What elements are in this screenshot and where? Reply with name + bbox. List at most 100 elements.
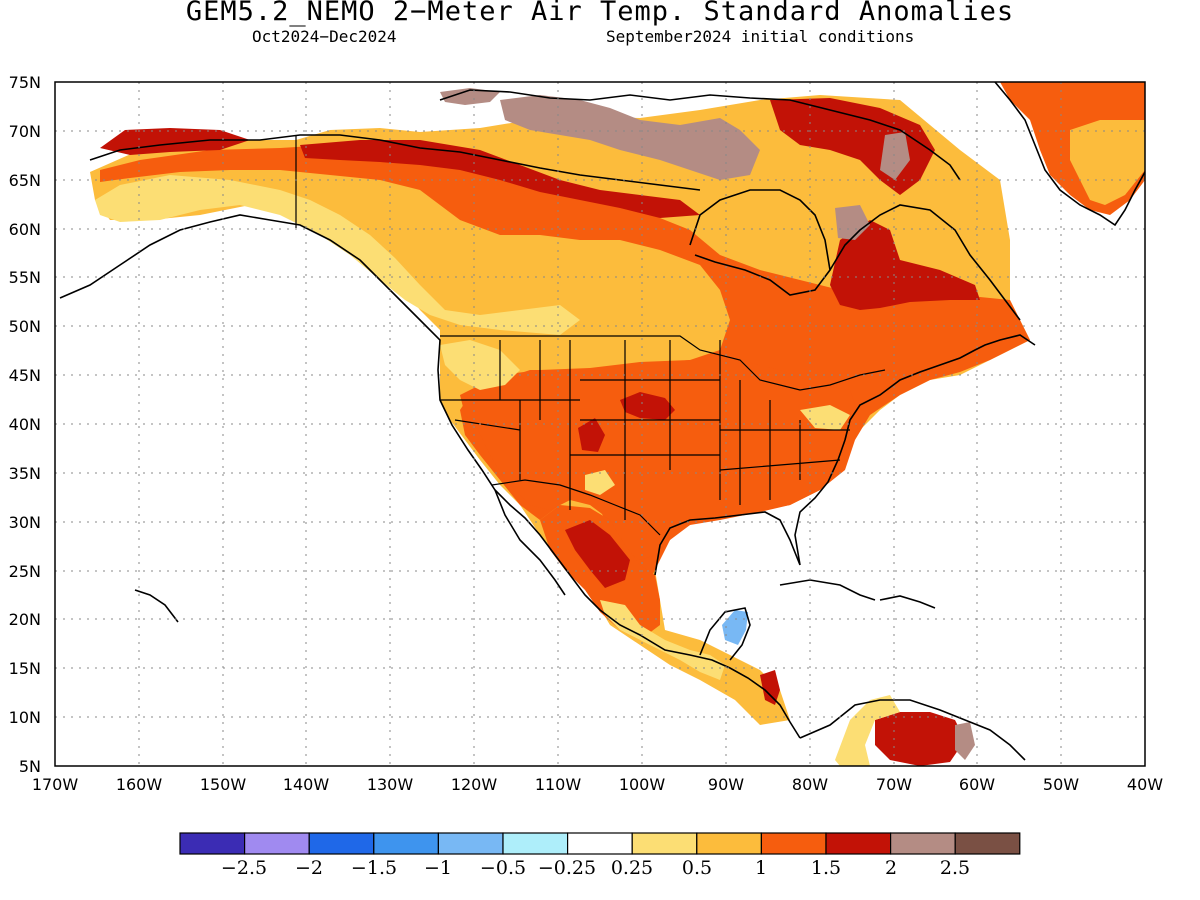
lon-label-150w: 150W xyxy=(200,775,247,794)
us-canada-border xyxy=(440,335,886,391)
anomaly-region-very-strong-newmexico xyxy=(578,418,605,452)
lon-label-110w: 110W xyxy=(535,775,582,794)
colorbar-swatch-10 xyxy=(825,832,892,855)
coastline-baja xyxy=(494,489,566,596)
lon-label-120w: 120W xyxy=(451,775,498,794)
colorbar-swatch-7 xyxy=(631,832,698,855)
lat-label-25n: 25N xyxy=(9,562,41,581)
anomaly-region-mild-west xyxy=(95,175,580,335)
anomaly-region-very-strong-arctic-central xyxy=(300,140,700,218)
coastline-southamerica xyxy=(799,699,1026,761)
us-mexico-border xyxy=(491,479,661,536)
colorbar-label-neg1-5: −1.5 xyxy=(350,857,398,879)
lon-label-60w: 60W xyxy=(959,775,995,794)
anomaly-region-mild-southamerica xyxy=(835,695,900,766)
anomaly-region-extreme-ungava xyxy=(835,205,870,240)
colorbar-swatch-3 xyxy=(373,832,439,855)
lon-label-90w: 90W xyxy=(708,775,744,794)
anomaly-region-mild-northeast xyxy=(800,405,850,430)
lat-label-50n: 50N xyxy=(9,317,41,336)
anomaly-region-extreme-northwest xyxy=(440,88,500,105)
colorbar-label-neg1: −1 xyxy=(423,857,453,879)
lon-label-80w: 80W xyxy=(792,775,828,794)
lon-tick-labels: 170W 160W 150W 140W 130W 120W 110W 100W … xyxy=(32,775,1163,794)
anomaly-region-very-strong-centralam xyxy=(760,670,780,705)
colorbar-label-neg2-5: −2.5 xyxy=(220,857,268,879)
colorbar-swatch-5 xyxy=(502,832,569,855)
coastline-gulf xyxy=(654,439,846,576)
lon-label-50w: 50W xyxy=(1043,775,1079,794)
lat-label-70n: 70N xyxy=(9,122,41,141)
coastline-arctic xyxy=(89,134,701,191)
colorbar-label-1: 1 xyxy=(754,857,768,879)
colorbar-swatch-12 xyxy=(954,832,1021,855)
colorbar-swatch-11 xyxy=(889,832,956,855)
coastline-arctic-islands xyxy=(439,89,961,181)
anomaly-region-warm-greenland xyxy=(1070,120,1145,205)
coastline-yucatan xyxy=(699,607,751,661)
lon-label-140w: 140W xyxy=(283,775,330,794)
coastline-greenland xyxy=(994,82,1145,227)
lat-label-60n: 60N xyxy=(9,220,41,239)
lat-tick-labels: 5N 10N 15N 20N 25N 30N 35N 40N 45N 50N 5… xyxy=(9,73,41,776)
coastline-cuba xyxy=(779,579,876,601)
coastline-layer xyxy=(59,82,1145,761)
coastline-east xyxy=(844,334,1036,441)
lat-label-45n: 45N xyxy=(9,366,41,385)
lat-label-65n: 65N xyxy=(9,171,41,190)
coastline-labrador xyxy=(829,204,1021,321)
lon-label-160w: 160W xyxy=(116,775,163,794)
colorbar xyxy=(179,832,1021,855)
lat-label-55n: 55N xyxy=(9,268,41,287)
lon-label-130w: 130W xyxy=(367,775,414,794)
lon-label-70w: 70W xyxy=(876,775,912,794)
colorbar-label-0-25: 0.25 xyxy=(610,857,654,879)
colorbar-swatch-2 xyxy=(308,832,375,855)
anomaly-region-very-strong-mexico xyxy=(565,520,630,588)
anomaly-region-mild-mexico-south xyxy=(600,600,725,680)
political-borders xyxy=(295,135,886,536)
anomaly-region-very-strong-quebec xyxy=(830,220,980,310)
lat-label-35n: 35N xyxy=(9,464,41,483)
anomaly-region-strong-us xyxy=(460,358,860,560)
colorbar-label-2: 2 xyxy=(884,857,898,879)
colorbar-label-neg0-25: −0.25 xyxy=(537,857,597,879)
coastline-hispaniola xyxy=(879,595,936,609)
grid-layer xyxy=(55,82,1145,766)
colorbar-swatch-6 xyxy=(566,832,633,855)
forecast-period: Oct2024−Dec2024 xyxy=(252,27,397,46)
map-frame xyxy=(54,81,1146,767)
anomaly-region-mild-texas xyxy=(585,470,615,495)
state-lines-central xyxy=(570,340,721,520)
colorbar-swatch-8 xyxy=(696,832,762,855)
lon-label-40w: 40W xyxy=(1127,775,1163,794)
lon-label-170w: 170W xyxy=(32,775,79,794)
lat-label-30n: 30N xyxy=(9,513,41,532)
colorbar-label-neg0-5: −0.5 xyxy=(479,857,527,879)
anomaly-region-extreme-guiana xyxy=(955,722,975,760)
anomaly-region-very-strong-venezuela xyxy=(875,712,965,766)
colorbar-swatch-9 xyxy=(760,832,827,855)
lat-label-40n: 40N xyxy=(9,415,41,434)
anomaly-region-extreme-arctic-islands xyxy=(500,95,760,180)
colorbar-label-2-5: 2.5 xyxy=(939,857,971,879)
lat-label-75n: 75N xyxy=(9,73,41,92)
lon-label-100w: 100W xyxy=(619,775,666,794)
map-title: GEM5.2_NEMO 2−Meter Air Temp. Standard A… xyxy=(185,0,1015,27)
lat-label-10n: 10N xyxy=(9,708,41,727)
lat-label-20n: 20N xyxy=(9,610,41,629)
colorbar-label-0-5: 0.5 xyxy=(681,857,713,879)
coastline-hudson-bay xyxy=(689,189,831,296)
state-lines-east xyxy=(719,380,850,505)
anomaly-region-very-strong-plains xyxy=(620,392,675,420)
coastline-north-america xyxy=(59,214,801,739)
colorbar-label-1-5: 1.5 xyxy=(810,857,842,879)
initial-conditions: September2024 initial conditions xyxy=(606,27,915,46)
lat-label-15n: 15N xyxy=(9,659,41,678)
anomaly-region-extreme-baffin xyxy=(880,132,910,180)
colorbar-swatch-4 xyxy=(437,832,504,855)
colorbar-swatch-0 xyxy=(179,832,246,855)
state-lines-west xyxy=(440,340,580,510)
lat-label-5n: 5N xyxy=(19,757,41,776)
